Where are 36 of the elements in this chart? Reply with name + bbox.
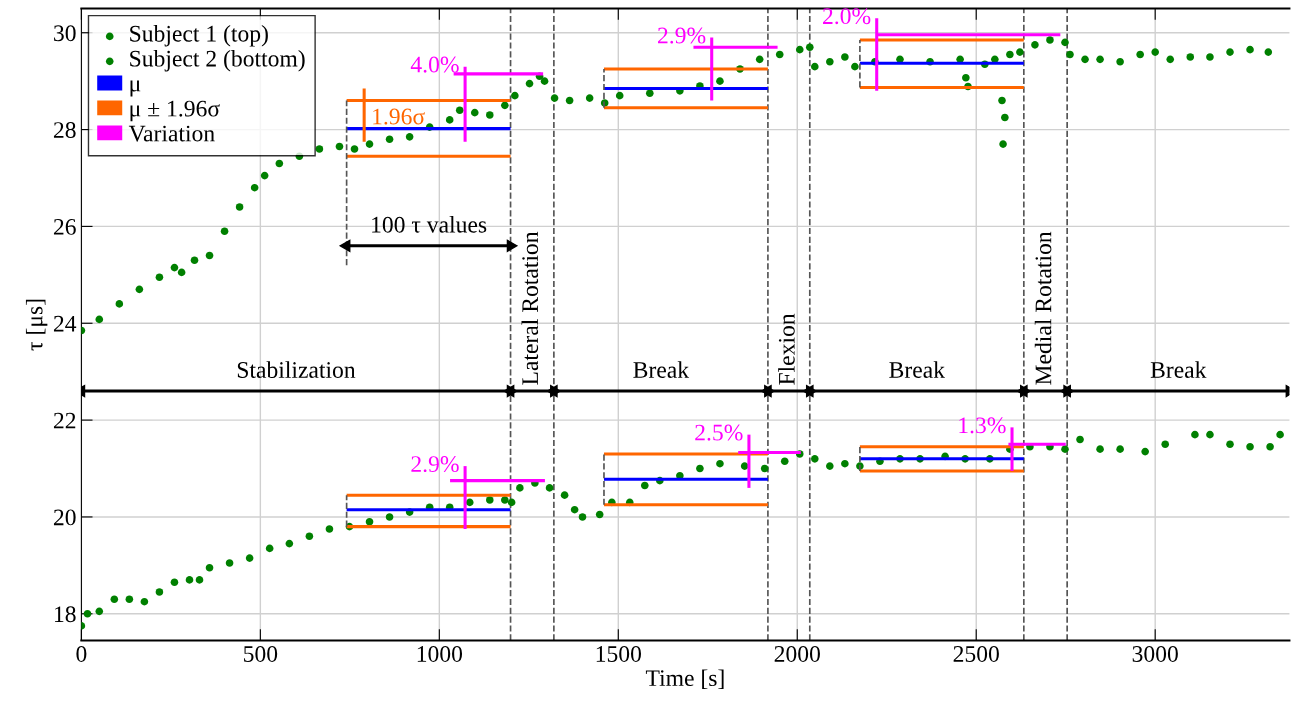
legend-label: μ bbox=[130, 80, 141, 97]
annotation: Lateral Rotation bbox=[521, 231, 539, 385]
annotation: Medial Rotation bbox=[1034, 231, 1052, 385]
x-tick-label: 1500 bbox=[596, 645, 641, 662]
legend-label: Subject 2 (bottom) bbox=[130, 50, 305, 72]
annotation: Flexion bbox=[778, 313, 795, 385]
annotation: 1.96σ bbox=[373, 108, 425, 125]
y-tick-label: 20 bbox=[53, 509, 76, 526]
x-tick-label: 500 bbox=[244, 645, 278, 662]
annotation: 2.0% bbox=[823, 8, 871, 25]
annotation: Break bbox=[889, 361, 945, 378]
annotation: 2.9% bbox=[658, 27, 706, 44]
y-tick-label: 30 bbox=[54, 25, 76, 42]
annotation: 4.0% bbox=[410, 56, 459, 73]
annotation: 1.3% bbox=[959, 417, 1006, 434]
annotation: 2.9% bbox=[411, 456, 459, 473]
x-tick-label: 0 bbox=[76, 645, 87, 662]
x-tick-label: 1000 bbox=[417, 645, 463, 662]
annotation: 100 τ values bbox=[372, 216, 487, 233]
y-tick-label: 18 bbox=[55, 606, 76, 623]
x-tick-label: 2000 bbox=[774, 645, 820, 662]
y-tick-label: 28 bbox=[53, 122, 76, 138]
legend-label: Variation bbox=[128, 125, 215, 142]
x-axis-title: Time [s] bbox=[645, 669, 724, 690]
annotation: Break bbox=[633, 361, 690, 378]
y-axis-title: τ [μs] bbox=[25, 299, 48, 351]
legend-label: μ ± 1.96σ bbox=[130, 100, 220, 122]
y-tick-label: 24 bbox=[53, 315, 77, 332]
x-tick-label: 3000 bbox=[1132, 645, 1178, 662]
y-tick-label: 22 bbox=[53, 412, 76, 429]
y-tick-label: 26 bbox=[53, 218, 76, 235]
annotation: Stabilization bbox=[237, 361, 356, 378]
annotation: Break bbox=[1150, 361, 1207, 378]
x-tick-label: 2500 bbox=[953, 645, 999, 662]
annotation: 2.5% bbox=[695, 424, 743, 441]
legend-label: Subject 1 (top) bbox=[130, 25, 268, 47]
